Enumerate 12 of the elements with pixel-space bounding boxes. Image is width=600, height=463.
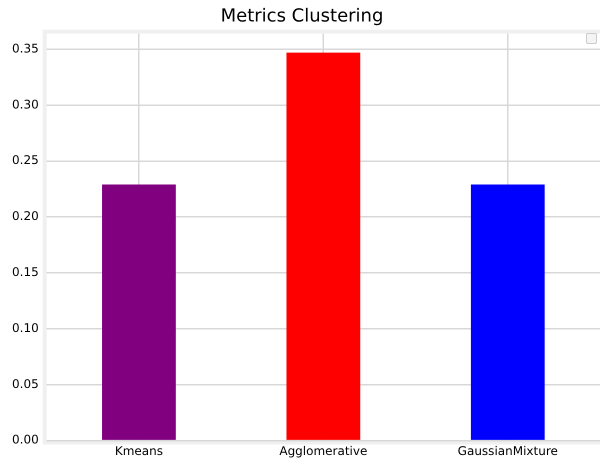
x-tick-label: GaussianMixture bbox=[458, 444, 558, 458]
x-tick-label: Kmeans bbox=[114, 444, 164, 458]
y-tick-label: 0.00 bbox=[12, 432, 39, 447]
y-tick-label: 0.05 bbox=[12, 376, 39, 391]
chart-title: Metrics Clustering bbox=[220, 5, 384, 26]
y-tick-label: 0.30 bbox=[12, 97, 39, 112]
y-tick-label: 0.10 bbox=[12, 320, 39, 335]
y-tick-label: 0.25 bbox=[12, 153, 39, 168]
y-tick-label: 0.15 bbox=[12, 265, 39, 280]
x-tick-label: Agglomerative bbox=[279, 444, 368, 458]
y-tick-label: 0.20 bbox=[12, 209, 39, 224]
y-tick-label: 0.35 bbox=[12, 41, 39, 56]
